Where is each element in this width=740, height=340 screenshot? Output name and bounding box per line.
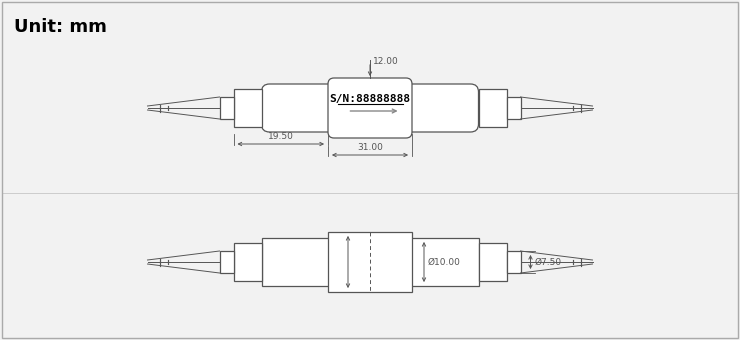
FancyBboxPatch shape <box>261 84 479 132</box>
Text: 12.00: 12.00 <box>373 57 399 67</box>
FancyBboxPatch shape <box>506 251 520 273</box>
FancyBboxPatch shape <box>234 243 261 281</box>
Text: Unit: mm: Unit: mm <box>14 18 107 36</box>
Text: 19.50: 19.50 <box>268 132 294 141</box>
Text: Ø7.50: Ø7.50 <box>534 257 562 267</box>
FancyBboxPatch shape <box>220 251 234 273</box>
Text: 31.00: 31.00 <box>357 143 383 152</box>
FancyBboxPatch shape <box>328 78 412 138</box>
Text: S/N:88888888: S/N:88888888 <box>329 94 411 104</box>
Text: Ø10.00: Ø10.00 <box>428 257 461 267</box>
FancyBboxPatch shape <box>479 243 506 281</box>
FancyBboxPatch shape <box>506 97 520 119</box>
FancyBboxPatch shape <box>328 232 412 292</box>
FancyBboxPatch shape <box>479 89 506 127</box>
FancyBboxPatch shape <box>261 238 479 286</box>
FancyBboxPatch shape <box>234 89 261 127</box>
Text: 12.00: 12.00 <box>351 259 377 269</box>
FancyBboxPatch shape <box>220 97 234 119</box>
